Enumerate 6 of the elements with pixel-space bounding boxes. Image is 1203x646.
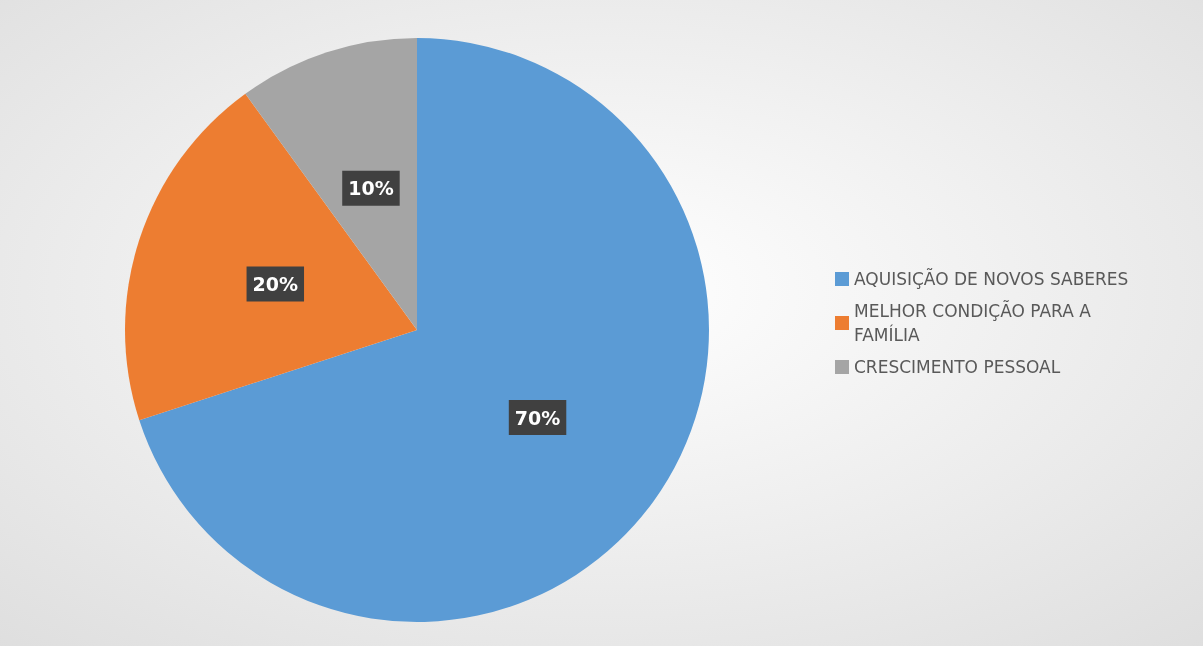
legend-label: AQUISIÇÃO DE NOVOS SABERES bbox=[854, 268, 1129, 289]
data-label: 10% bbox=[348, 177, 394, 200]
legend-label: CRESCIMENTO PESSOAL bbox=[854, 357, 1061, 377]
data-label: 20% bbox=[252, 272, 299, 295]
data-label: 70% bbox=[514, 406, 561, 429]
legend-label: MELHOR CONDIÇÃO PARA A FAMÍLIA bbox=[854, 300, 1097, 345]
